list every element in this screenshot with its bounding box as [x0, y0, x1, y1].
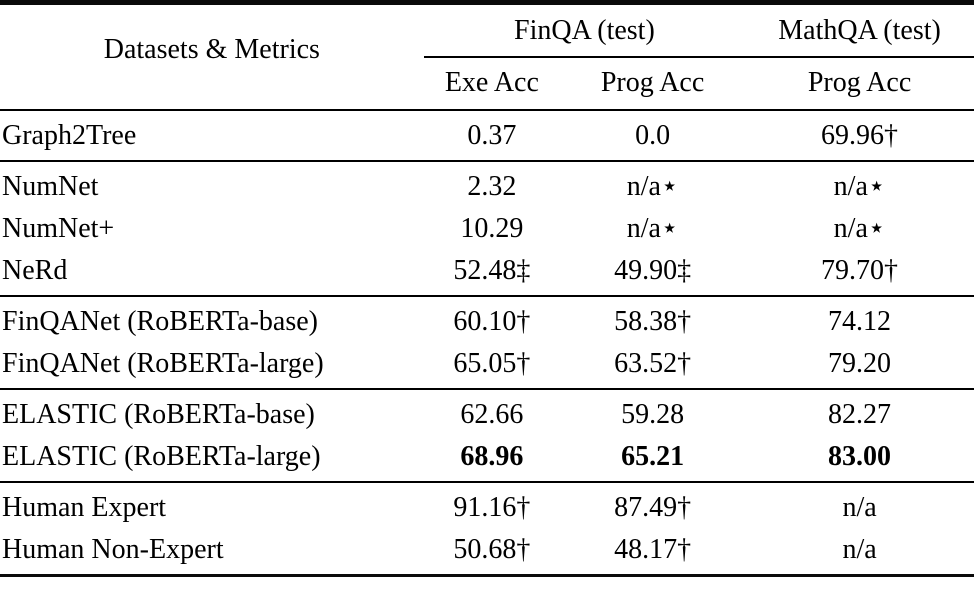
section-numnet-nerd: NumNet 2.32 n/a⋆ n/a⋆ NumNet+ 10.29 n/a⋆… — [0, 160, 974, 296]
table-row: NeRd 52.48‡ 49.90‡ 79.70† — [0, 250, 974, 296]
metric-value: 65.05† — [453, 348, 531, 379]
metric-value: 62.66 — [423, 388, 561, 436]
column-header-exe-acc: Exe Acc — [444, 67, 539, 98]
metric-value: n/a⋆ — [745, 160, 974, 208]
metric-value: 83.00 — [828, 441, 892, 472]
metric-value: 0.0 — [560, 109, 746, 161]
table-row: FinQANet (RoBERTa-base) 60.10† 58.38† 74… — [0, 295, 974, 343]
group-header-mathqa: MathQA (test) — [745, 2, 974, 58]
metric-value: 63.52† — [614, 348, 692, 379]
metric-value: 79.20 — [828, 348, 892, 379]
corner-header-datasets-metrics: Datasets & Metrics — [103, 33, 320, 65]
table-row: FinQANet (RoBERTa-large) 65.05† 63.52† 7… — [0, 343, 974, 389]
row-label: Human Expert — [0, 481, 424, 529]
row-label: Graph2Tree — [0, 109, 424, 161]
group-header-finqa: FinQA (test) — [423, 2, 746, 58]
table-row: Human Non-Expert 50.68† 48.17† n/a — [0, 529, 974, 576]
metric-value: 91.16† — [423, 481, 561, 529]
metric-value: 49.90‡ — [614, 255, 692, 286]
column-header-prog-acc-finqa: Prog Acc — [600, 67, 705, 98]
table-row: NumNet 2.32 n/a⋆ n/a⋆ — [0, 160, 974, 208]
table-row: NumNet+ 10.29 n/a⋆ n/a⋆ — [0, 208, 974, 250]
metric-value: n/a⋆ — [833, 213, 886, 244]
metric-value: 79.70† — [821, 255, 899, 286]
table-row: ELASTIC (RoBERTa-base) 62.66 59.28 82.27 — [0, 388, 974, 436]
table-row: Graph2Tree 0.37 0.0 69.96† — [0, 109, 974, 161]
row-label: FinQANet (RoBERTa-base) — [0, 295, 424, 343]
metric-value: 87.49† — [560, 481, 746, 529]
metric-value: 68.96 — [460, 441, 524, 472]
metric-value: n/a⋆ — [626, 213, 679, 244]
section-elastic: ELASTIC (RoBERTa-base) 62.66 59.28 82.27… — [0, 388, 974, 482]
row-label: Human Non-Expert — [2, 534, 224, 565]
row-label: ELASTIC (RoBERTa-large) — [2, 441, 321, 472]
metric-value: 2.32 — [423, 160, 561, 208]
metric-value: 74.12 — [745, 295, 974, 343]
row-label: FinQANet (RoBERTa-large) — [2, 348, 324, 379]
group-header-row: Datasets & Metrics FinQA (test) MathQA (… — [0, 2, 974, 65]
table-header: Datasets & Metrics FinQA (test) MathQA (… — [0, 2, 974, 111]
table-row: Human Expert 91.16† 87.49† n/a — [0, 481, 974, 529]
section-finqanet: FinQANet (RoBERTa-base) 60.10† 58.38† 74… — [0, 295, 974, 389]
metric-value: 10.29 — [460, 213, 524, 244]
metric-value: 82.27 — [745, 388, 974, 436]
row-label: NeRd — [2, 255, 68, 286]
row-label: NumNet — [0, 160, 424, 208]
results-table: Datasets & Metrics FinQA (test) MathQA (… — [0, 0, 974, 577]
sub-header-row: Exe Acc Prog Acc Prog Acc — [0, 57, 974, 110]
metric-value: 0.37 — [423, 109, 561, 161]
metric-value: n/a — [745, 481, 974, 529]
table-row-best-result: ELASTIC (RoBERTa-large) 68.96 65.21 83.0… — [0, 436, 974, 482]
row-label: NumNet+ — [2, 213, 115, 244]
metric-value: n/a — [842, 534, 877, 565]
column-header-prog-acc-mathqa: Prog Acc — [807, 67, 912, 98]
metric-value: 48.17† — [614, 534, 692, 565]
row-label: ELASTIC (RoBERTa-base) — [0, 388, 424, 436]
metric-value: 59.28 — [560, 388, 746, 436]
metric-value: 52.48‡ — [453, 255, 531, 286]
section-human: Human Expert 91.16† 87.49† n/a Human Non… — [0, 481, 974, 576]
metric-value: 65.21 — [621, 441, 685, 472]
metric-value: 60.10† — [423, 295, 561, 343]
metric-value: n/a⋆ — [560, 160, 746, 208]
metric-value: 58.38† — [560, 295, 746, 343]
metric-value: 69.96† — [745, 109, 974, 161]
section-graph2tree: Graph2Tree 0.37 0.0 69.96† — [0, 109, 974, 161]
metric-value: 50.68† — [453, 534, 531, 565]
